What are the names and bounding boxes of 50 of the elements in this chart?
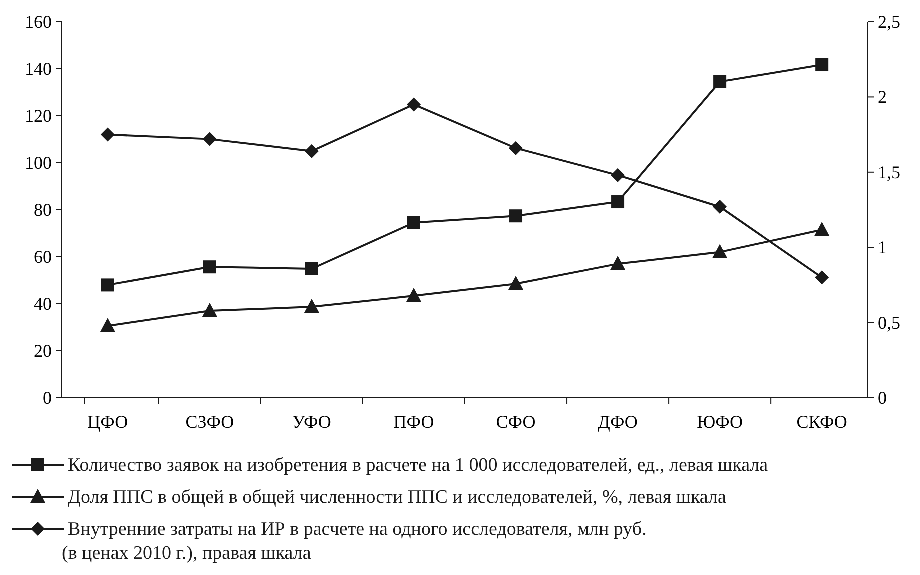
- point: [509, 141, 524, 156]
- point: [815, 270, 830, 285]
- y2-tick-label: 2,5: [878, 12, 900, 32]
- y-tick-label: 100: [25, 153, 52, 173]
- point: [816, 58, 829, 72]
- point: [508, 276, 524, 290]
- y-tick-label: 0: [43, 388, 52, 408]
- point: [406, 288, 422, 302]
- legend-label: Доля ППС в общей в общей численности ППС и исследователей, %, левая шкала: [68, 487, 727, 508]
- point: [510, 210, 523, 223]
- y2-tick-label: 2: [878, 87, 887, 108]
- x-tick-label: СФО: [496, 412, 536, 432]
- point: [100, 318, 116, 332]
- y2-tick-label: 1: [878, 238, 887, 258]
- y-tick-label: 40: [34, 294, 52, 314]
- x-tick-label: ПФО: [394, 412, 434, 432]
- y-tick-label: 140: [25, 59, 52, 79]
- point: [612, 196, 625, 209]
- x-tick-label: СКФО: [796, 412, 848, 432]
- point: [305, 262, 318, 276]
- x-tick-label: ДФО: [598, 412, 638, 432]
- point: [814, 222, 830, 236]
- y2-tick-label: 0,5: [878, 312, 900, 333]
- point: [611, 168, 626, 182]
- x-tick-label: ЦФО: [88, 412, 128, 432]
- legend-label: Количество заявок на изобретения в расчете на 1 000 исследователей, ед., левая шкала: [68, 455, 769, 476]
- y-tick-label: 20: [34, 341, 52, 361]
- point: [100, 128, 115, 142]
- point: [202, 132, 217, 146]
- y-tick-label: 60: [34, 247, 52, 267]
- point: [712, 244, 728, 258]
- legend-label: Внутренние затраты на ИР в расчете на одного исследователя, млн руб. (в ценах 2010 г.), правая шкала: [62, 519, 647, 564]
- point: [203, 260, 216, 274]
- point: [304, 299, 320, 314]
- point: [101, 278, 114, 292]
- x-tick-label: СЗФО: [186, 412, 234, 432]
- y-tick-label: 120: [25, 106, 52, 126]
- y2-tick-label: 0: [878, 388, 887, 408]
- y2-tick-label: 1,5: [878, 162, 900, 182]
- point: [202, 303, 218, 318]
- x-tick-label: ЮФО: [697, 412, 744, 432]
- point: [407, 216, 420, 230]
- point: [406, 98, 421, 112]
- point: [304, 144, 319, 158]
- y-tick-label: 80: [34, 200, 52, 220]
- y-tick-label: 160: [25, 12, 52, 32]
- point: [714, 75, 727, 88]
- point: [610, 256, 626, 270]
- x-tick-label: УФО: [292, 412, 332, 432]
- point: [713, 200, 728, 214]
